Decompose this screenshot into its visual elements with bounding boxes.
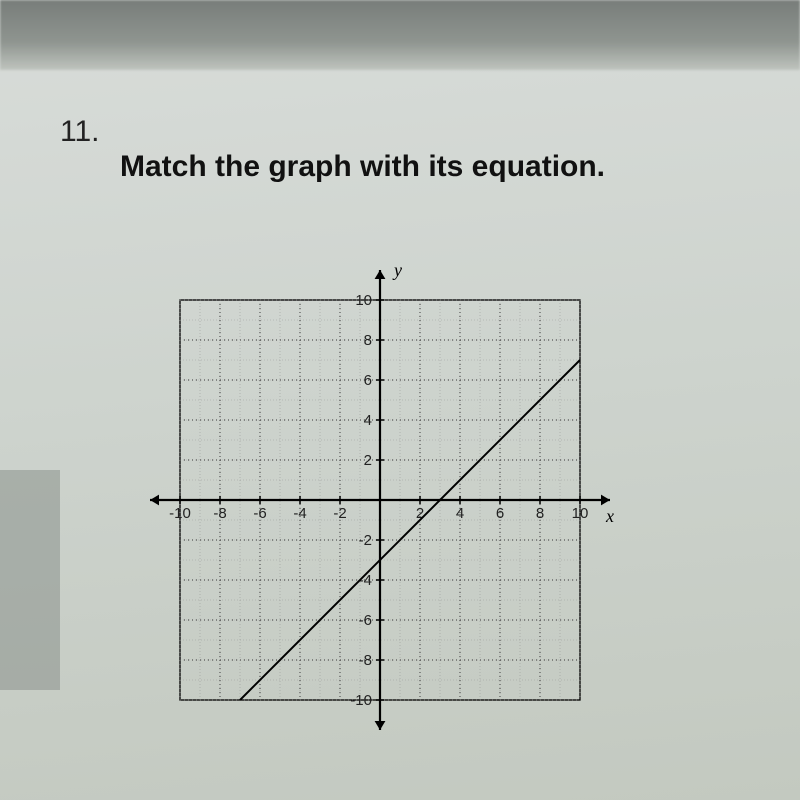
photo-top-shadow [0, 0, 800, 70]
prompt-text: Match the graph with its equation. [120, 150, 605, 184]
svg-text:4: 4 [364, 412, 372, 429]
svg-text:-10: -10 [350, 692, 372, 709]
svg-text:-8: -8 [359, 652, 372, 669]
svg-text:-2: -2 [359, 532, 372, 549]
svg-text:2: 2 [364, 452, 372, 469]
svg-text:x: x [605, 506, 614, 526]
svg-text:-2: -2 [333, 505, 346, 522]
svg-text:10: 10 [572, 505, 589, 522]
coordinate-graph: -10-8-6-4-2246810-10-8-6-4-2246810yx [120, 250, 640, 770]
svg-text:8: 8 [364, 332, 372, 349]
svg-text:-10: -10 [169, 505, 191, 522]
svg-text:-8: -8 [213, 505, 226, 522]
svg-text:6: 6 [364, 372, 372, 389]
problem-number: 11. [60, 115, 99, 149]
svg-text:-6: -6 [253, 505, 266, 522]
svg-text:y: y [392, 260, 402, 280]
svg-text:4: 4 [456, 505, 464, 522]
photo-left-strip [0, 470, 60, 690]
svg-text:8: 8 [536, 505, 544, 522]
svg-text:-6: -6 [359, 612, 372, 629]
svg-text:6: 6 [496, 505, 504, 522]
svg-text:10: 10 [355, 292, 372, 309]
svg-text:-4: -4 [293, 505, 306, 522]
graph-svg: -10-8-6-4-2246810-10-8-6-4-2246810yx [120, 250, 640, 770]
